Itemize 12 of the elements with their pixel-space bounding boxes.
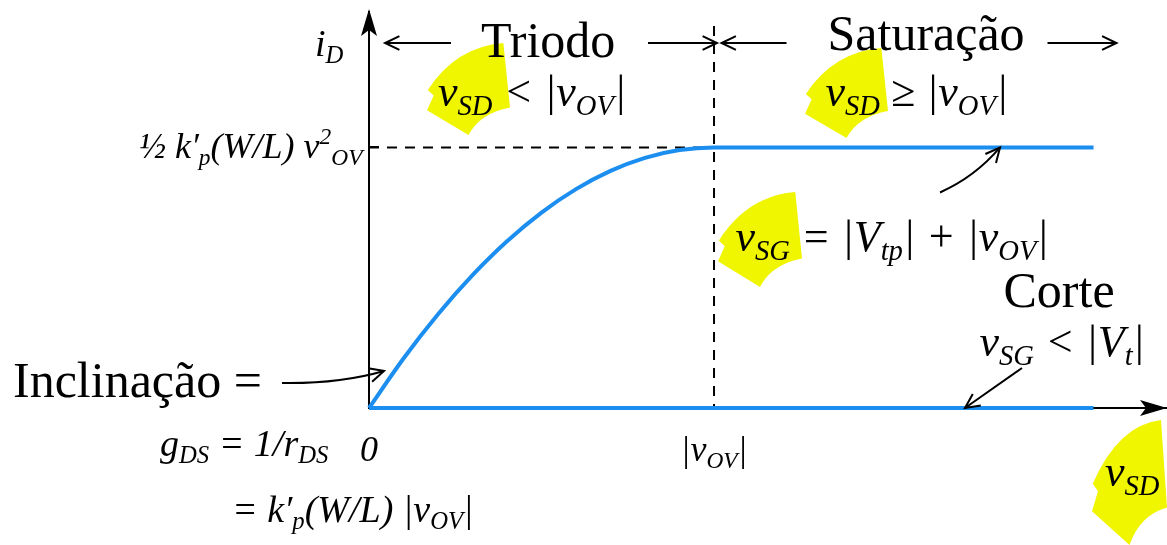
annotation: v$_{SG}$ < |V$_{t}$| (979, 317, 1145, 371)
y-axis-title: i$_{D}$ (315, 22, 344, 69)
text: Triodo (481, 11, 616, 68)
x-tick-label: |v$_{OV}$| (680, 429, 748, 474)
text: g$_{DS}$ = 1/r$_{DS}$ (160, 422, 329, 469)
x-tick-label: 0 (360, 429, 378, 470)
text: = k′$_{p}$(W/L) |v$_{OV}$| (232, 488, 474, 535)
x-axis-title: v$_{SD}$ (1105, 447, 1160, 501)
text: Saturação (827, 4, 1025, 61)
text: v$_{SD}$ ≥ |v$_{OV}$| (825, 67, 1008, 121)
text: v$_{SD}$ < |v$_{OV}$| (438, 67, 627, 121)
text: Inclinação = (13, 351, 262, 408)
